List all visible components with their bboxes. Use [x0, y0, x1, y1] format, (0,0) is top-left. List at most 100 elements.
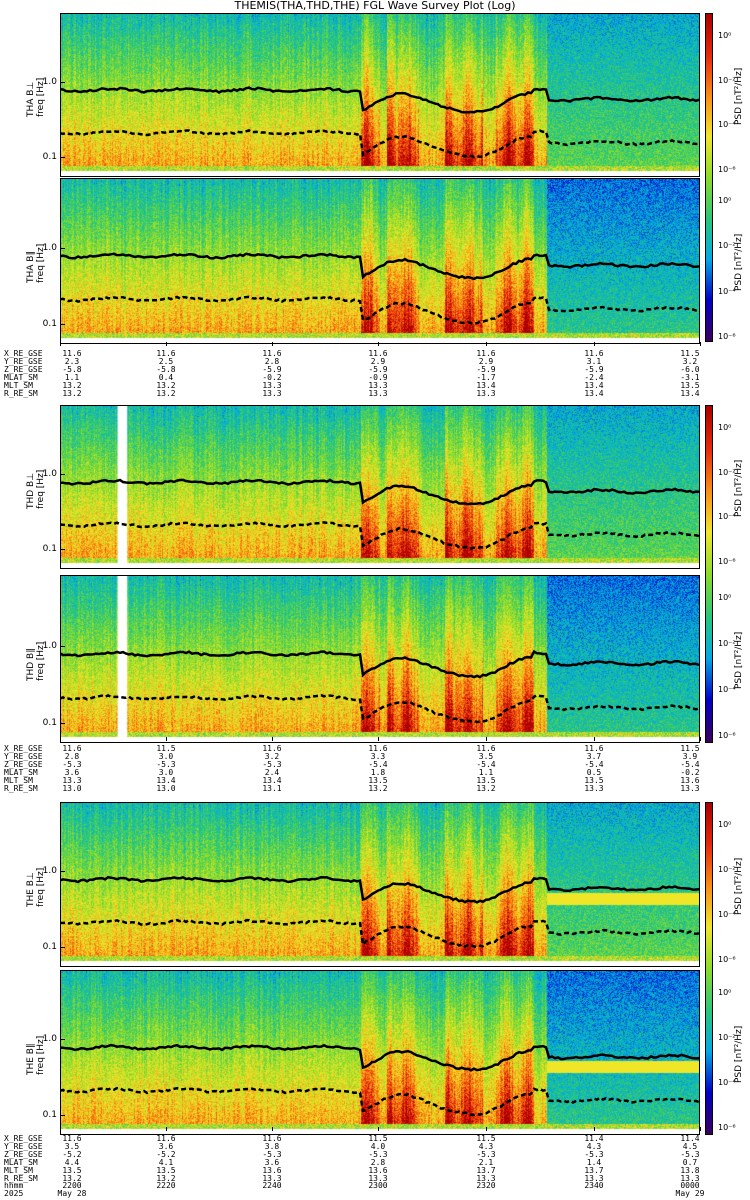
- ephemeris-label: Y_RE_GSE: [4, 1141, 43, 1151]
- ephemeris-value: 13.8: [680, 1165, 700, 1175]
- tha-bpar-heatmap: [60, 178, 700, 344]
- ephemeris-value: 3.3: [370, 751, 386, 761]
- thd-bperp-half-fce-line: [60, 521, 700, 550]
- thd-bpar-half-fce-line: [60, 693, 700, 724]
- x-tick-mark: [594, 342, 595, 346]
- ephemeris-label: Y_RE_GSE: [4, 356, 43, 366]
- ephemeris-value: 4.1: [158, 1157, 174, 1167]
- ephemeris-value: -2.4: [584, 372, 604, 382]
- tha-bperp-ytick-mark: [60, 81, 65, 83]
- ephemeris-value: 13.2: [62, 1173, 82, 1183]
- colorbar-tick-label: 10⁻²: [718, 639, 736, 648]
- ephemeris-value: -5.2: [156, 1149, 176, 1159]
- ephemeris-value: -5.3: [262, 1149, 282, 1159]
- colorbar-tick-label: 10⁰: [718, 423, 732, 432]
- ephemeris-value: 3.9: [682, 751, 698, 761]
- ephemeris-value: 13.4: [680, 388, 700, 398]
- ephemeris-value: May 29: [675, 1189, 705, 1199]
- colorbar-tick-label: 10⁻⁴: [718, 1078, 736, 1087]
- ephemeris-value: 2.9: [478, 356, 494, 366]
- ephemeris-value: 2300: [368, 1181, 388, 1191]
- ephemeris-value: 13.6: [368, 1165, 388, 1175]
- the-bpar-spectrogram: [60, 970, 700, 1135]
- colorbar-tick-label: 10⁻⁶: [718, 557, 736, 566]
- ephemeris-value: 13.1: [262, 783, 282, 793]
- the-bpar-fce-lines: [60, 1043, 700, 1117]
- ephemeris-value: 11.6: [368, 349, 388, 358]
- x-tick-mark: [378, 1127, 379, 1131]
- ephemeris-value: -5.4: [476, 759, 496, 769]
- thd-bperp-fce-line: [60, 478, 700, 506]
- thd-bpar-ytick-label: 1.0: [42, 640, 57, 651]
- ephemeris-value: 2320: [476, 1181, 496, 1191]
- ephemeris-value: 13.2: [62, 380, 82, 390]
- colorbar-tick-label: 10⁻²: [718, 865, 736, 874]
- ephemeris-value: 13.3: [584, 783, 604, 793]
- ephemeris-value: 1.4: [586, 1157, 602, 1167]
- ephemeris-value: 3.5: [64, 1141, 80, 1151]
- ephemeris-value: 11.4: [584, 1134, 604, 1143]
- thd-bperp-heatmap: [60, 405, 700, 569]
- ephemeris-value: 11.5: [156, 744, 176, 753]
- colorbar-tick-label: 10⁻²: [718, 467, 736, 477]
- colorbar-tick-label: 10⁻²: [718, 241, 736, 251]
- ephemeris-value: 11.5: [368, 1134, 388, 1143]
- colorbar-tick-label: 10⁻⁴: [718, 286, 736, 296]
- colorbar-tick-label: 10⁻⁶: [718, 165, 736, 174]
- ephemeris-value: 1.8: [370, 767, 386, 777]
- thd-bpar-heatmap: [60, 575, 700, 743]
- ephemeris-value: 13.3: [476, 1173, 496, 1183]
- ephemeris-label: X_RE_GSE: [4, 1134, 43, 1143]
- colorbar-tick-label: 10⁻⁶: [718, 1123, 736, 1132]
- thd-bpar-fce-lines: [60, 649, 700, 724]
- ephemeris-value: 11.6: [262, 1134, 282, 1143]
- ephemeris-value: 13.3: [680, 1173, 700, 1183]
- ephemeris-label: Z_RE_GSE: [4, 759, 43, 769]
- ephemeris-value: -5.9: [584, 364, 604, 374]
- x-tick-mark: [272, 342, 273, 346]
- x-tick-mark: [272, 1127, 273, 1131]
- the-bpar-half-fce-line: [60, 1086, 700, 1117]
- x-tick-mark: [486, 342, 487, 346]
- thd-bperp-spectrogram: [60, 405, 700, 569]
- ephemeris-value: 1.1: [64, 372, 80, 382]
- ephemeris-value: -5.3: [156, 759, 176, 769]
- ephemeris-value: 0000: [680, 1181, 700, 1191]
- ephemeris-value: 13.6: [680, 775, 700, 785]
- ephemeris-value: 3.7: [586, 751, 602, 761]
- x-tick-mark: [594, 737, 595, 741]
- ephemeris-value: -3.1: [680, 372, 700, 382]
- ephemeris-value: 4.0: [370, 1141, 386, 1151]
- ephemeris-value: -5.3: [680, 1149, 700, 1159]
- ephemeris-value: 0.7: [682, 1157, 698, 1167]
- the-bperp-fce-lines: [60, 875, 700, 949]
- colorbar-0: [705, 13, 713, 342]
- ephemeris-value: 11.5: [680, 349, 700, 358]
- ephemeris-label: Y_RE_GSE: [4, 751, 43, 761]
- ephemeris-value: 11.5: [680, 744, 700, 753]
- the-bpar-probe-label: THE B∥: [26, 1043, 36, 1075]
- tha-bpar-ytick-label: 0.1: [42, 319, 57, 330]
- x-tick-mark: [60, 1127, 61, 1131]
- plot-title: THEMIS(THA,THD,THE) FGL Wave Survey Plot…: [234, 0, 516, 12]
- colorbar-2: [705, 802, 713, 1135]
- ephemeris-value: 11.6: [262, 744, 282, 753]
- x-tick-mark: [378, 737, 379, 741]
- colorbar-tick-label: 10⁻²: [718, 1033, 736, 1042]
- thd-bpar-probe-label: THD B∥: [26, 648, 36, 681]
- colorbar-tick-label: 10⁻⁶: [718, 955, 736, 964]
- ephemeris-value: 13.2: [156, 380, 176, 390]
- ephemeris-value: 0.4: [158, 372, 174, 382]
- ephemeris-value: 11.5: [476, 1134, 496, 1143]
- ephemeris-value: 3.1: [586, 356, 602, 366]
- thd-bpar-spectrogram: [60, 575, 700, 743]
- x-tick-mark: [166, 342, 167, 346]
- ephemeris-value: 2.8: [64, 751, 80, 761]
- colorbar-tick-label: 10⁻⁶: [718, 731, 736, 740]
- tha-bperp-ytick-label: 0.1: [42, 152, 57, 163]
- ephemeris-value: 13.4: [584, 380, 604, 390]
- tha-bpar-ytick-label: 1.0: [42, 242, 57, 253]
- the-bperp-fce-line: [60, 875, 700, 904]
- the-bpar-ytick-mark: [60, 1115, 65, 1117]
- the-bperp-probe-label: THE B⊥: [26, 871, 36, 907]
